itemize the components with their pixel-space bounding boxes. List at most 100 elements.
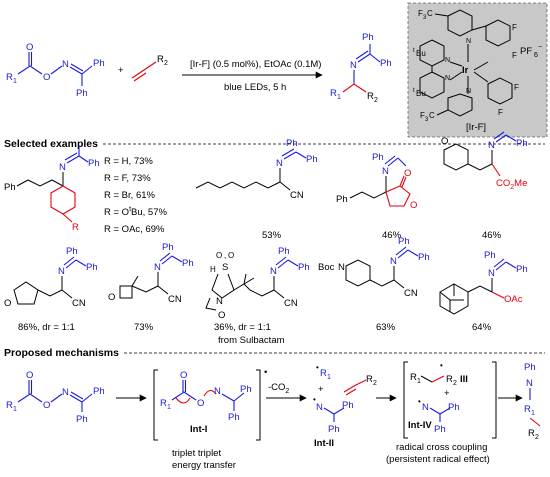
- svg-text:Ph: Ph: [86, 262, 98, 273]
- energy-transfer-line2: energy transfer: [172, 460, 236, 471]
- svg-text:Ph: Ph: [278, 246, 290, 257]
- svg-text:Ph: Ph: [434, 424, 446, 435]
- plus-sign: +: [118, 65, 124, 76]
- svg-text:,: ,: [224, 251, 226, 260]
- svg-text:F: F: [498, 108, 503, 117]
- svg-text:•: •: [264, 367, 267, 378]
- mechanism-alkene: R 2: [343, 374, 377, 396]
- svg-text:O: O: [404, 168, 411, 179]
- catalyst-label: [Ir-F]: [466, 122, 486, 133]
- svg-text:Ph: Ph: [372, 152, 384, 163]
- example-tetrahydropyran-ester: O N Ph CO2Me 46%: [441, 131, 528, 241]
- svg-text:Bu: Bu: [416, 49, 426, 58]
- example-heptyl-nitrile: N Ph Ph CN 53%: [195, 138, 318, 241]
- svg-text:Boc: Boc: [318, 262, 335, 273]
- int1-label: Int-I: [190, 424, 207, 435]
- svg-text:6: 6: [534, 52, 538, 59]
- svg-text:N: N: [488, 268, 495, 279]
- svg-text:t: t: [413, 48, 415, 54]
- svg-text:2: 2: [535, 434, 539, 441]
- svg-text:Ph: Ph: [336, 194, 348, 205]
- svg-text:O: O: [26, 370, 33, 381]
- svg-text:R: R: [446, 374, 453, 385]
- svg-text:Ph: Ph: [240, 384, 252, 395]
- svg-text:R: R: [366, 374, 373, 385]
- svg-text:O: O: [4, 298, 11, 309]
- alkene-reactant: R 2: [131, 54, 168, 82]
- svg-text:N: N: [338, 262, 345, 273]
- svg-text:Ph: Ph: [362, 32, 374, 43]
- svg-text:OAc: OAc: [504, 294, 523, 305]
- svg-text:O: O: [108, 292, 115, 303]
- conditions-top: [Ir-F] (0.5 mol%), EtOAc (0.1M): [190, 59, 321, 70]
- svg-text:N: N: [216, 296, 223, 307]
- svg-text:Ph: Ph: [448, 402, 460, 413]
- svg-text:N: N: [488, 140, 495, 151]
- svg-text:N: N: [466, 38, 471, 45]
- svg-text:N: N: [214, 386, 221, 397]
- svg-text:Ph: Ph: [328, 424, 340, 435]
- svg-text:N: N: [382, 166, 389, 177]
- svg-text:2: 2: [373, 380, 377, 387]
- svg-text:•: •: [418, 397, 421, 406]
- svg-text:N: N: [316, 402, 323, 413]
- svg-text:Ph: Ph: [76, 88, 88, 99]
- svg-text:1: 1: [531, 410, 535, 417]
- svg-text:C: C: [427, 9, 433, 18]
- svg-text:Ph: Ph: [380, 58, 392, 69]
- yield-boc-piperidine: 63%: [376, 322, 396, 333]
- svg-text:CN: CN: [284, 298, 298, 309]
- svg-text:R: R: [160, 398, 167, 409]
- aryl-r-br: R = Br, 61%: [104, 190, 156, 201]
- svg-text:Ph: Ph: [182, 258, 194, 269]
- svg-text:Ph: Ph: [93, 386, 105, 397]
- svg-text:−: −: [538, 44, 542, 51]
- example-boc-piperidine: Boc N N Ph Ph CN 63%: [318, 236, 430, 333]
- svg-text:CN: CN: [290, 190, 304, 201]
- svg-text:F: F: [418, 9, 423, 18]
- svg-text:O: O: [26, 42, 33, 53]
- svg-text:O: O: [180, 370, 187, 381]
- svg-text:Ph: Ph: [524, 362, 536, 373]
- example-adamantyl: N Ph Ph OAc 64%: [439, 250, 528, 333]
- svg-text:N: N: [445, 75, 450, 82]
- svg-text:Ph: Ph: [228, 412, 240, 423]
- section-selected-examples: Selected examples: [4, 138, 98, 150]
- mechanism-final-product: Ph N R 1 R 2: [524, 362, 541, 441]
- example-oxetane: O N Ph Ph CN 73%: [108, 242, 194, 333]
- svg-text:N: N: [58, 266, 65, 277]
- svg-text:O: O: [441, 136, 448, 147]
- yield-thp-ester: 46%: [482, 230, 502, 241]
- yield-thf: 86%, dr = 1:1: [18, 322, 75, 333]
- coupling-line2: (persistent radical effect): [386, 454, 490, 465]
- svg-text:S: S: [222, 262, 228, 273]
- aryl-series-compound: Ph N Ph R: [4, 146, 100, 233]
- svg-text:Ph: Ph: [484, 250, 496, 261]
- int2-label: Int-II: [314, 438, 334, 449]
- svg-text:Ph: Ph: [88, 158, 100, 169]
- svg-text:R: R: [72, 222, 79, 233]
- yield-lactone: 46%: [382, 230, 402, 241]
- svg-text:R: R: [320, 368, 327, 379]
- svg-text:O: O: [43, 72, 50, 83]
- svg-text:R: R: [410, 372, 417, 383]
- svg-text:N: N: [466, 88, 471, 95]
- svg-text:C: C: [429, 111, 435, 120]
- reaction-scheme: R 1 O O N Ph Ph + R 2 [Ir-F] (0.5 mol%),…: [6, 32, 392, 104]
- example-sulbactam: O , O S H N O N Ph Ph CN 36%, dr = 1:1 f…: [205, 246, 310, 346]
- svg-text:+: +: [444, 388, 450, 399]
- svg-text:1: 1: [327, 374, 331, 381]
- svg-text:Ph: Ph: [298, 262, 310, 273]
- svg-text:CN: CN: [72, 298, 86, 309]
- svg-text:1: 1: [167, 404, 171, 411]
- svg-text:CO2Me: CO2Me: [496, 178, 527, 191]
- svg-text:O: O: [228, 251, 234, 260]
- svg-text:H: H: [210, 265, 216, 274]
- intermediate-int-iii-iv: R 1 • R 2 III + • N Ph Ph Int-IV: [403, 361, 497, 439]
- svg-text:R: R: [157, 54, 164, 65]
- svg-text:R: R: [330, 88, 337, 99]
- svg-text:N: N: [62, 59, 69, 70]
- aryl-r-otbu: R = OtBu, 57%: [104, 206, 167, 218]
- svg-text:•: •: [440, 361, 443, 370]
